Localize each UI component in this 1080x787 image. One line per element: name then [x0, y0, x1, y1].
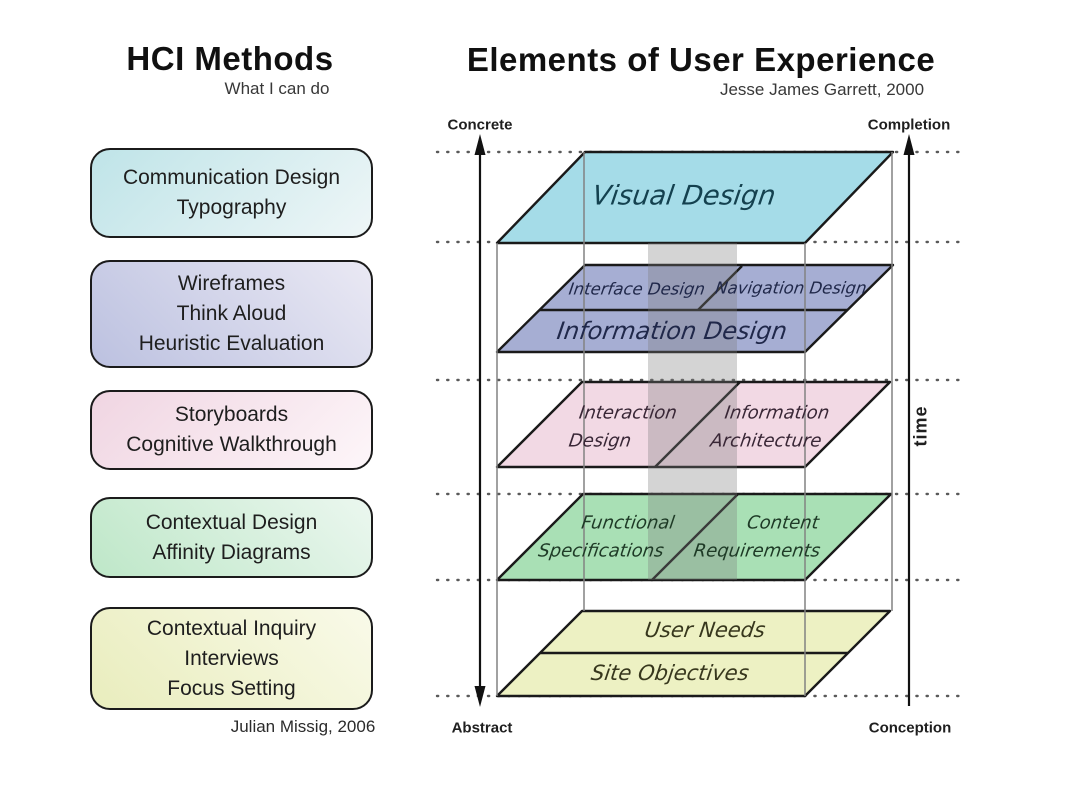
label-interface-design: Interface Design: [567, 279, 707, 299]
label-functional-specifications-line2: Specifications: [536, 540, 666, 562]
axis-label-abstract: Abstract: [451, 719, 513, 737]
skeleton-cell-divider: [697, 265, 743, 311]
method-line: Interviews: [184, 646, 279, 670]
axis-arrowhead-up-left: [474, 134, 486, 155]
label-information-design: Information Design: [555, 317, 789, 345]
label-interaction-design-line1: Interaction: [577, 402, 679, 424]
label-interaction-design-line2: Design: [567, 430, 633, 452]
label-content-requirements-line1: Content: [745, 512, 821, 534]
label-content-requirements-line2: Requirements: [692, 540, 822, 562]
label-information-architecture-line2: Architecture: [709, 430, 823, 452]
left-panel-subtitle: What I can do: [224, 79, 330, 98]
left-panel-attribution: Julian Missig, 2006: [230, 717, 376, 736]
method-box-contextual-inquiry: Contextual Inquiry Interviews Focus Sett…: [90, 607, 373, 710]
method-box-storyboards: Storyboards Cognitive Walkthrough: [90, 390, 373, 470]
method-line: Communication Design: [122, 166, 341, 189]
label-site-objectives: Site Objectives: [589, 661, 751, 685]
label-user-needs: User Needs: [643, 618, 767, 642]
plane-structure: [495, 380, 892, 469]
axis-label-concrete: Concrete: [447, 116, 513, 134]
axis-arrowhead-down-left: [474, 686, 486, 707]
scope-cell-divider: [651, 493, 739, 581]
method-box-communication-design: Communication Design Typography: [90, 148, 373, 238]
label-information-architecture-line1: Information: [723, 402, 831, 424]
method-line: Typography: [176, 196, 287, 219]
plane-visual-design: [495, 150, 895, 245]
method-line: Wireframes: [177, 272, 286, 295]
axis-label-completion: Completion: [867, 116, 951, 134]
axis-label-time: time: [910, 405, 931, 447]
focus-band: [648, 243, 737, 580]
method-line: Contextual Design: [145, 510, 318, 534]
method-line: Heuristic Evaluation: [138, 332, 325, 355]
plane-skeleton: [495, 263, 895, 354]
diagram-subtitle: Jesse James Garrett, 2000: [719, 80, 925, 99]
method-line: Cognitive Walkthrough: [126, 433, 337, 456]
method-box-contextual-design: Contextual Design Affinity Diagrams: [90, 497, 373, 578]
axis-label-conception: Conception: [868, 719, 952, 737]
label-functional-specifications-line1: Functional: [580, 512, 676, 534]
label-navigation-design: Navigation Design: [714, 278, 868, 298]
label-visual-design: Visual Design: [590, 180, 778, 212]
corner-connectors: [496, 152, 893, 696]
method-box-wireframes: Wireframes Think Aloud Heuristic Evaluat…: [90, 260, 373, 368]
left-panel-title: HCI Methods: [126, 40, 334, 77]
method-line: Focus Setting: [167, 676, 296, 700]
axis-arrowhead-up-right: [903, 134, 915, 155]
method-line: Contextual Inquiry: [146, 616, 317, 640]
method-line: Affinity Diagrams: [152, 540, 311, 564]
method-line: Storyboards: [174, 403, 289, 426]
method-line: Think Aloud: [176, 302, 287, 325]
diagram-title: Elements of User Experience: [466, 41, 936, 78]
structure-cell-divider: [654, 381, 741, 468]
